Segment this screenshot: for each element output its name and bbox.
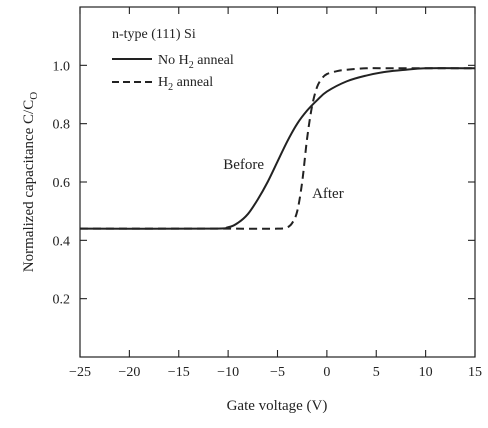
y-axis-title: Normalized capacitance C/CO xyxy=(21,92,40,272)
axis-tick-labels: −25 −20 −15 −10 −5 0 5 10 15 0.2 0.4 0.6 0.8 1.0 xyxy=(53,59,483,380)
legend-label-h2-anneal: H2 anneal xyxy=(158,75,213,93)
legend-label-no-h2-anneal: No H2 anneal xyxy=(158,53,234,71)
x-tick-label: −25 xyxy=(69,365,91,380)
y-axis-title-subscript: O xyxy=(28,92,40,100)
y-tick-label: 0.6 xyxy=(53,176,71,191)
x-tick-label: 15 xyxy=(468,365,482,380)
x-tick-label: −10 xyxy=(217,365,239,380)
x-axis-title: Gate voltage (V) xyxy=(227,398,328,414)
y-tick-label: 0.4 xyxy=(53,234,71,249)
legend-title: n-type (111) Si xyxy=(112,27,196,42)
annotation-after: After xyxy=(312,186,344,202)
y-tick-label: 1.0 xyxy=(53,59,71,74)
y-tick-label: 0.8 xyxy=(53,118,71,133)
axis-ticks xyxy=(79,7,476,357)
legend: n-type (111) Si No H2 anneal H2 anneal xyxy=(112,27,234,93)
series-line-no-h2-anneal xyxy=(79,67,476,230)
x-tick-label: −20 xyxy=(118,365,140,380)
x-tick-label: −15 xyxy=(168,365,190,380)
series-line-h2-anneal xyxy=(80,67,475,230)
x-tick-label: 5 xyxy=(373,365,380,380)
annotation-before: Before xyxy=(223,157,264,173)
y-tick-label: 0.2 xyxy=(53,293,71,308)
x-tick-label: 10 xyxy=(419,365,433,380)
series-group xyxy=(79,67,476,230)
x-tick-label: 0 xyxy=(323,365,330,380)
y-axis-title-main: Normalized capacitance C/C xyxy=(21,100,37,272)
x-tick-label: −5 xyxy=(270,365,285,380)
